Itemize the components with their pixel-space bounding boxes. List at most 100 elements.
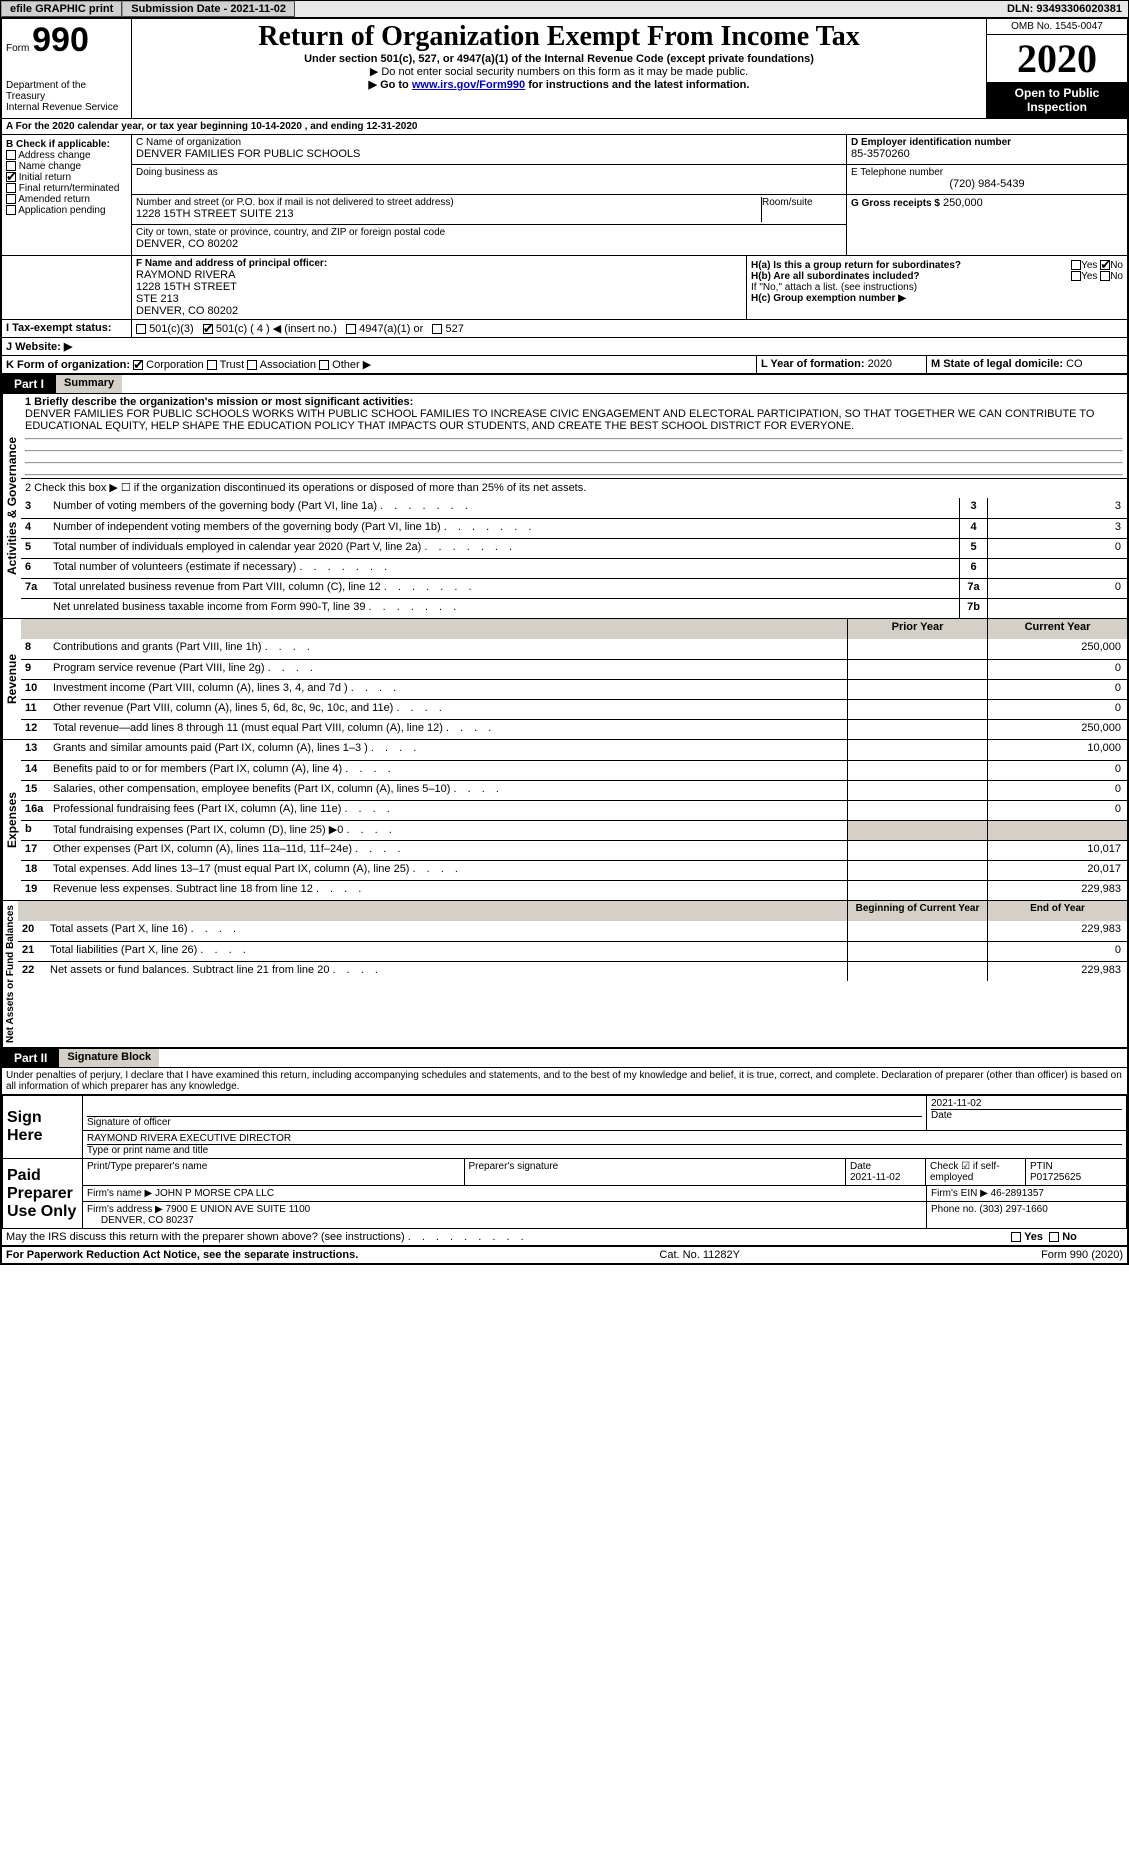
phone: (720) 984-5439 [851,178,1123,190]
dept-treasury: Department of the Treasury Internal Reve… [6,80,127,113]
firm-ein: 46-2891357 [991,1188,1044,1199]
btn-subdate[interactable]: Submission Date - 2021-11-02 [122,1,295,17]
lbl-pending: Application pending [18,205,105,216]
ck-assoc[interactable] [247,360,257,370]
section-bcdefg: B Check if applicable: Address change Na… [2,135,1127,256]
officer-city: DENVER, CO 80202 [136,305,742,317]
org-addr: 1228 15TH STREET SUITE 213 [136,208,761,220]
form-header: Form 990 Department of the Treasury Inte… [2,19,1127,119]
part1-title: Summary [56,375,122,393]
open-inspection: Open to Public Inspection [987,82,1127,118]
mission-text: DENVER FAMILIES FOR PUBLIC SCHOOLS WORKS… [25,408,1094,432]
form-990: Form 990 Department of the Treasury Inte… [0,18,1129,1265]
year-formed: 2020 [868,358,892,370]
firm-phone-lbl: Phone no. [931,1204,977,1215]
sign-here: Sign Here [3,1096,83,1159]
ck-501c[interactable] [203,324,213,334]
sig-date: 2021-11-02 [931,1098,1122,1109]
lbl-discuss-yes: Yes [1024,1231,1043,1243]
omb-no: OMB No. 1545-0047 [987,19,1127,35]
form-label: Form [6,43,29,54]
ein: 85-3570260 [851,148,1123,160]
ck-amended[interactable] [6,194,16,204]
line2: 2 Check this box ▶ ☐ if the organization… [21,479,1127,498]
ck-hb-no[interactable] [1100,271,1110,281]
ck-final[interactable] [6,183,16,193]
ck-ha-yes[interactable] [1071,260,1081,270]
ck-initial[interactable] [6,172,16,182]
row-a: A For the 2020 calendar year, or tax yea… [2,119,421,134]
firm-name-lbl: Firm's name ▶ [87,1188,152,1199]
lbl-trust: Trust [220,359,245,371]
ck-trust[interactable] [207,360,217,370]
lbl-4947: 4947(a)(1) or [359,323,423,335]
part1-lbl: Part I [2,375,56,393]
officer-printed: RAYMOND RIVERA EXECUTIVE DIRECTOR [87,1133,1122,1144]
ck-other[interactable] [319,360,329,370]
form-title: Return of Organization Exempt From Incom… [136,21,982,53]
org-name: DENVER FAMILIES FOR PUBLIC SCHOOLS [136,148,842,160]
ck-hb-yes[interactable] [1071,271,1081,281]
tax-year: 2020 [987,35,1127,82]
ck-ha-no[interactable] [1100,260,1110,270]
side-expenses: Expenses [2,740,21,900]
lbl-501c3: 501(c)(3) [149,323,194,335]
prep-name-lbl: Print/Type preparer's name [83,1159,465,1185]
note-ssn: ▶ Do not enter social security numbers o… [136,65,982,78]
ck-corp[interactable] [133,360,143,370]
side-netassets: Net Assets or Fund Balances [2,901,18,1047]
lbl-addr-change: Address change [18,150,90,161]
box-m-lbl: M State of legal domicile: [931,358,1063,370]
ck-pending[interactable] [6,205,16,215]
hc-lbl: H(c) Group exemption number ▶ [751,293,1123,304]
lbl-final: Final return/terminated [19,183,120,194]
lbl-yes: Yes [1081,260,1097,271]
hdr-current-year: Current Year [987,619,1127,639]
btn-efile[interactable]: efile GRAPHIC print [1,1,122,17]
lbl-initial: Initial return [19,172,71,183]
paid-preparer: Paid Preparer Use Only [3,1159,83,1229]
ha-lbl: H(a) Is this a group return for subordin… [751,260,961,271]
ck-discuss-no[interactable] [1049,1232,1059,1242]
lbl-name-change: Name change [19,161,81,172]
lbl-yes2: Yes [1081,271,1097,282]
officer-addr2: STE 213 [136,293,742,305]
section-fh: F Name and address of principal officer:… [2,256,1127,320]
side-revenue: Revenue [2,619,21,739]
firm-phone: (303) 297-1660 [979,1204,1047,1215]
box-i-lbl: I Tax-exempt status: [2,320,132,337]
signature-block: Sign Here Signature of officer 2021-11-0… [2,1095,1127,1229]
city-lbl: City or town, state or province, country… [136,227,842,238]
firm-addr1: 7900 E UNION AVE SUITE 1100 [166,1204,311,1215]
ck-4947[interactable] [346,324,356,334]
date-lbl: Date [931,1109,1122,1121]
box-b: B Check if applicable: Address change Na… [2,135,132,255]
dba-lbl: Doing business as [132,165,846,195]
org-city: DENVER, CO 80202 [136,238,842,250]
officer-name: RAYMOND RIVERA [136,269,742,281]
dln: DLN: 93493306020381 [1001,1,1128,17]
lbl-501c: 501(c) ( 4 ) ◀ (insert no.) [216,323,337,335]
box-k-lbl: K Form of organization: [6,359,130,371]
ptin: P01725625 [1030,1172,1081,1183]
box-f-lbl: F Name and address of principal officer: [136,258,742,269]
ck-501c3[interactable] [136,324,146,334]
firm-name: JOHN P MORSE CPA LLC [155,1188,274,1199]
ck-addr-change[interactable] [6,150,16,160]
firm-addr2: DENVER, CO 80237 [101,1215,194,1226]
prep-sig-lbl: Preparer's signature [465,1159,847,1185]
box-l-lbl: L Year of formation: [761,358,865,370]
note-goto-pre: ▶ Go to [369,79,412,91]
side-governance: Activities & Governance [2,394,21,618]
state-domicile: CO [1066,358,1083,370]
hdr-begin-year: Beginning of Current Year [847,901,987,921]
link-irs[interactable]: www.irs.gov/Form990 [412,79,525,91]
lbl-discuss-no: No [1062,1231,1077,1243]
part2-header: Part II Signature Block [2,1048,1127,1068]
hb-note: If "No," attach a list. (see instruction… [751,282,1123,293]
box-c-lbl: C Name of organization [136,137,842,148]
part2-lbl: Part II [2,1049,59,1067]
box-g-lbl: G Gross receipts $ [851,198,940,209]
ck-527[interactable] [432,324,442,334]
ck-discuss-yes[interactable] [1011,1232,1021,1242]
